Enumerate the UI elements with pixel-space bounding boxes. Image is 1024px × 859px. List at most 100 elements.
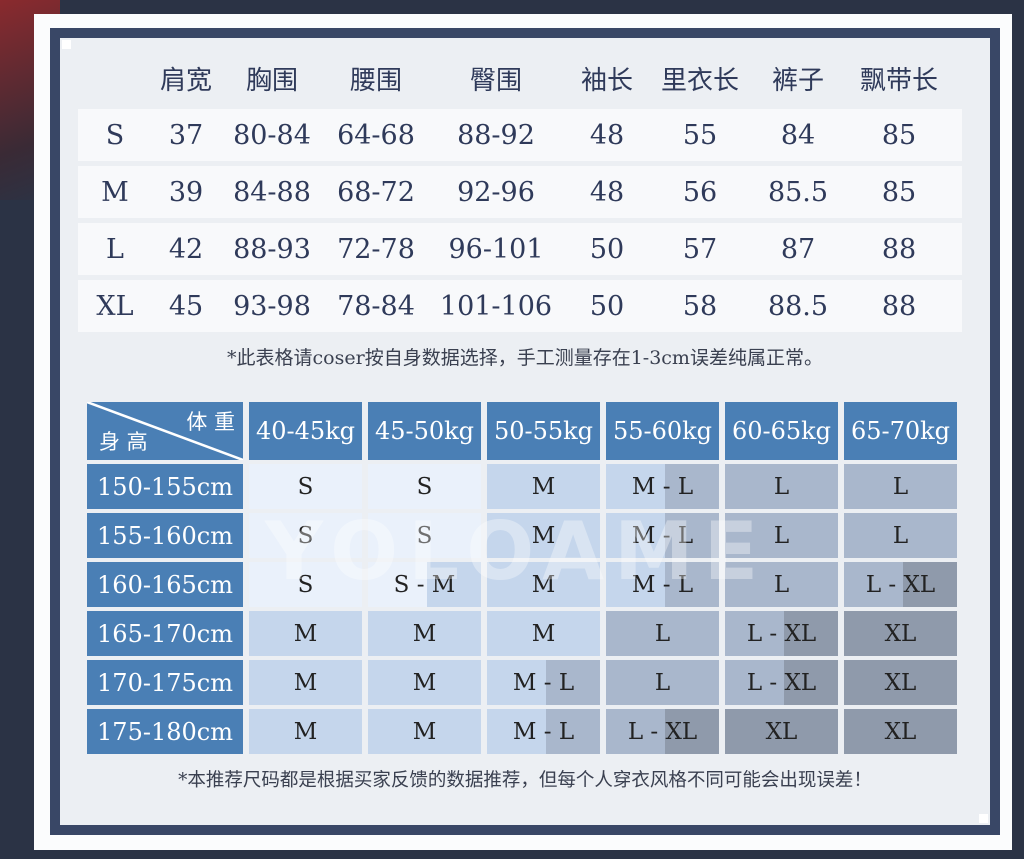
- table-cell: 58: [682, 290, 718, 322]
- table-cell: 39: [168, 176, 204, 208]
- size-cell: M - L: [487, 660, 600, 705]
- size-cell: M: [487, 562, 600, 607]
- height-header: 150-155cm: [87, 464, 243, 509]
- size-cell: M - L: [606, 464, 719, 509]
- weight-header: 60-65kg: [725, 402, 838, 460]
- weight-header: 55-60kg: [606, 402, 719, 460]
- table-cell: 88-93: [233, 233, 311, 265]
- size-cell: M: [249, 611, 362, 656]
- height-header: 155-160cm: [87, 513, 243, 558]
- column-header: 肩宽: [159, 65, 212, 96]
- column-header: 袖长: [580, 65, 633, 96]
- size-table: 肩宽 胸围 腰围 臀围 袖长 里衣长 裤子 飘带长 S 37 80-84 64-68 88-92 48 55…: [78, 52, 962, 332]
- size-cell: L: [725, 562, 838, 607]
- table-cell: 57: [682, 233, 718, 265]
- table-cell: 80-84: [233, 119, 311, 151]
- table-cell: 92-96: [457, 176, 535, 208]
- size-cell: XL: [844, 660, 957, 705]
- size-cell: S: [249, 464, 362, 509]
- table-cell: 93-98: [233, 290, 311, 322]
- table-cell: 55: [682, 119, 718, 151]
- table-cell: 88-92: [457, 119, 535, 151]
- column-header: 臀围: [469, 65, 522, 96]
- table-cell: 64-68: [337, 119, 415, 151]
- height-header: 160-165cm: [87, 562, 243, 607]
- table-cell: M: [101, 176, 129, 208]
- height-header: 175-180cm: [87, 709, 243, 754]
- size-cell: XL: [725, 709, 838, 754]
- size-cell: M: [368, 611, 481, 656]
- size-cell: S: [249, 513, 362, 558]
- column-header: 飘带长: [859, 65, 938, 96]
- corner-header: 体 重身 高: [87, 402, 243, 460]
- size-cell: L - XL: [606, 709, 719, 754]
- table-cell: 72-78: [337, 233, 415, 265]
- size-cell: L: [725, 513, 838, 558]
- table-cell: 88: [881, 233, 917, 265]
- size-cell: L - XL: [725, 611, 838, 656]
- size-cell: L: [725, 464, 838, 509]
- size-cell: M: [487, 611, 600, 656]
- table-cell: 78-84: [337, 290, 415, 322]
- table-row: 165-170cm M M M L L - XL XL: [87, 611, 963, 656]
- size-cell: L: [606, 660, 719, 705]
- table-cell: 48: [589, 176, 625, 208]
- size-cell: M: [487, 513, 600, 558]
- size-cell: M: [249, 709, 362, 754]
- size-cell: L: [844, 513, 957, 558]
- column-header: 腰围: [349, 65, 402, 96]
- weight-label: 体 重: [186, 410, 235, 434]
- recommend-note: *本推荐尺码都是根据买家反馈的数据推荐，但每个人穿衣风格不同可能会出现误差！: [178, 770, 872, 791]
- weight-header: 50-55kg: [487, 402, 600, 460]
- size-cell: M: [368, 709, 481, 754]
- table-cell: 48: [589, 119, 625, 151]
- corner-square: [62, 40, 71, 49]
- column-header: 胸围: [245, 65, 298, 96]
- table-row: M 39 84-88 68-72 92-96 48 56 85.5 85: [78, 166, 962, 218]
- table-cell: 45: [168, 290, 204, 322]
- table-cell: 50: [589, 290, 625, 322]
- size-table-header: 肩宽 胸围 腰围 臀围 袖长 里衣长 裤子 飘带长: [78, 52, 962, 104]
- table-cell: S: [105, 119, 125, 151]
- height-label: 身 高: [99, 430, 148, 454]
- recommend-header-row: 体 重身 高 40-45kg 45-50kg 50-55kg 55-60kg 60-65k…: [87, 402, 963, 460]
- table-cell: 50: [589, 233, 625, 265]
- table-cell: 88.5: [767, 290, 829, 322]
- size-cell: XL: [844, 611, 957, 656]
- table-cell: 96-101: [448, 233, 544, 265]
- column-header: 里衣长: [660, 65, 739, 96]
- table-cell: 42: [168, 233, 204, 265]
- recommend-table: 体 重身 高 40-45kg 45-50kg 50-55kg 55-60kg 60-65k…: [87, 402, 963, 758]
- table-cell: 37: [168, 119, 204, 151]
- table-cell: XL: [96, 290, 134, 322]
- size-cell: M - L: [606, 562, 719, 607]
- size-cell: M: [487, 464, 600, 509]
- size-table-note: *此表格请coser按自身数据选择，手工测量存在1-3cm误差纯属正常。: [227, 347, 823, 369]
- table-row: S 37 80-84 64-68 88-92 48 55 84 85: [78, 109, 962, 161]
- table-cell: 88: [881, 290, 917, 322]
- table-cell: L: [106, 233, 124, 265]
- table-cell: 101-106: [439, 290, 553, 322]
- size-cell: S: [368, 513, 481, 558]
- table-cell: 85: [881, 176, 917, 208]
- table-cell: 85: [881, 119, 917, 151]
- table-row: L 42 88-93 72-78 96-101 50 57 87 88: [78, 223, 962, 275]
- size-cell: M - L: [606, 513, 719, 558]
- table-cell: 68-72: [337, 176, 415, 208]
- column-header: 裤子: [771, 65, 824, 96]
- height-header: 170-175cm: [87, 660, 243, 705]
- size-cell: L: [844, 464, 957, 509]
- height-header: 165-170cm: [87, 611, 243, 656]
- table-cell: 84: [780, 119, 816, 151]
- size-cell: L - XL: [844, 562, 957, 607]
- size-cell: M: [368, 660, 481, 705]
- table-cell: 87: [780, 233, 816, 265]
- size-cell: L - XL: [725, 660, 838, 705]
- corner-square: [979, 814, 988, 823]
- table-cell: 56: [682, 176, 718, 208]
